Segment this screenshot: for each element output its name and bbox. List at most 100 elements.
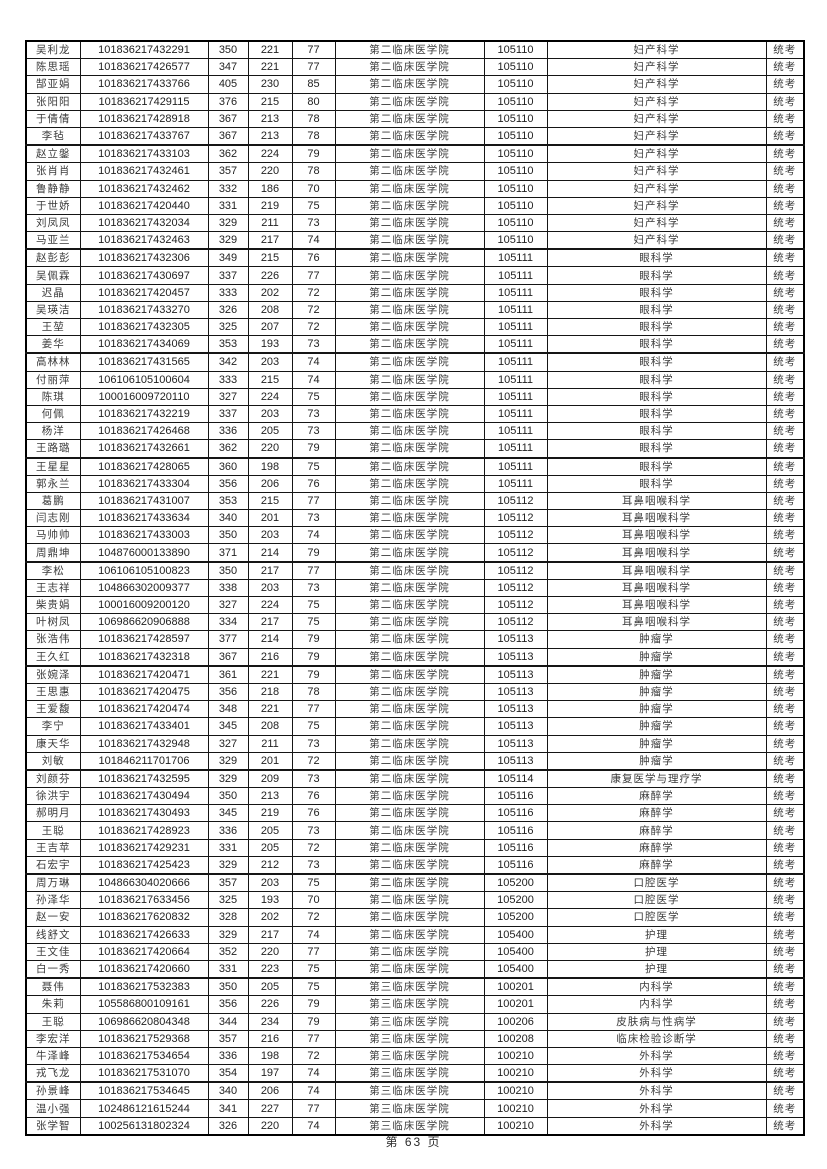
- table-row: 陈琪 100016009720110 327 224 75 第二临床医学院 105111 眼科…: [25, 387, 805, 406]
- table-cell: 105111: [483, 335, 548, 355]
- table-cell: 217: [247, 561, 293, 580]
- table-cell: 眼科学: [546, 300, 767, 320]
- table-row: 李毡 101836217433767 367 213 78 第二临床医学院 105110 妇产…: [25, 126, 805, 147]
- table-cell: 吴佩霖: [25, 266, 81, 285]
- table-cell: 105111: [483, 439, 548, 459]
- table-row: 康天华 101836217432948 327 211 73 第二临床医学院 105113 肿…: [25, 734, 805, 753]
- table-cell: 统考: [765, 231, 805, 251]
- table-cell: 第二临床医学院: [334, 92, 485, 111]
- table-cell: 105114: [483, 769, 548, 789]
- table-cell: 105116: [483, 855, 548, 875]
- table-row: 王久红 101836217432318 367 216 79 第二临床医学院 105113 肿…: [25, 647, 805, 667]
- table-cell: 329: [207, 231, 249, 251]
- table-cell: 215: [247, 92, 293, 111]
- table-cell: 100210: [483, 1046, 548, 1066]
- table-cell: 226: [247, 266, 293, 285]
- table-cell: 付丽萍: [25, 370, 81, 389]
- table-cell: 105113: [483, 717, 548, 736]
- table-cell: 356: [207, 995, 249, 1014]
- table-cell: 孙景峰: [25, 1081, 81, 1101]
- table-cell: 72: [291, 317, 336, 337]
- table-cell: 郭永兰: [25, 474, 81, 493]
- table-cell: 耳鼻咽喉科学: [546, 509, 767, 528]
- table-cell: 第三临床医学院: [334, 1029, 485, 1048]
- table-cell: 100206: [483, 1012, 548, 1031]
- table-cell: 统考: [765, 422, 805, 441]
- table-cell: 口腔医学: [546, 873, 767, 893]
- table-cell: 101836217432463: [79, 231, 209, 251]
- table-cell: 王久红: [25, 647, 81, 667]
- table-cell: 第二临床医学院: [334, 231, 485, 251]
- table-row: 张学智 100256131802324 326 220 74 第三临床医学院 100210 外…: [25, 1116, 805, 1136]
- table-cell: 72: [291, 300, 336, 320]
- table-cell: 第二临床医学院: [334, 595, 485, 615]
- table-cell: 柴贵娟: [25, 595, 81, 615]
- table-cell: 77: [291, 491, 336, 511]
- table-cell: 徐洪宇: [25, 787, 81, 806]
- table-cell: 第二临床医学院: [334, 613, 485, 632]
- table-cell: 215: [247, 370, 293, 389]
- table-row: 郝明月 101836217430493 345 219 76 第二临床医学院 105116 麻…: [25, 804, 805, 823]
- table-row: 温小强 102486121615244 341 227 77 第三临床医学院 100210 外…: [25, 1099, 805, 1118]
- table-row: 王志祥 104866302009377 338 203 73 第二临床医学院 105112 耳…: [25, 578, 805, 598]
- table-cell: 统考: [765, 595, 805, 615]
- table-cell: 朱莉: [25, 995, 81, 1014]
- table-cell: 统考: [765, 804, 805, 823]
- table-cell: 101836217433766: [79, 75, 209, 94]
- table-row: 鲁静静 101836217432462 332 186 70 第二临床医学院 105110 妇…: [25, 179, 805, 198]
- table-cell: 100016009720110: [79, 387, 209, 406]
- table-row: 张阳阳 101836217429115 376 215 80 第二临床医学院 105110 妇…: [25, 92, 805, 111]
- table-row: 牛泽峰 101836217534654 336 198 72 第三临床医学院 100210 外…: [25, 1046, 805, 1066]
- table-cell: 371: [207, 543, 249, 563]
- table-cell: 第二临床医学院: [334, 891, 485, 910]
- table-cell: 眼科学: [546, 283, 767, 302]
- table-cell: 214: [247, 543, 293, 563]
- table-cell: 72: [291, 283, 336, 302]
- table-cell: 101836217428923: [79, 821, 209, 840]
- table-cell: 统考: [765, 370, 805, 389]
- table-cell: 统考: [765, 1046, 805, 1066]
- table-cell: 336: [207, 1046, 249, 1066]
- table-cell: 统考: [765, 977, 805, 997]
- table-cell: 刘凤凤: [25, 213, 81, 233]
- table-row: 高林林 101836217431565 342 203 74 第二临床医学院 105111 眼…: [25, 352, 805, 372]
- table-cell: 高林林: [25, 352, 81, 372]
- table-cell: 221: [247, 58, 293, 77]
- table-cell: 第二临床医学院: [334, 439, 485, 459]
- table-cell: 统考: [765, 873, 805, 893]
- table-cell: 石宏宇: [25, 855, 81, 875]
- table-cell: 统考: [765, 734, 805, 753]
- table-row: 赵彭彭 101836217432306 349 215 76 第二临床医学院 105111 眼…: [25, 248, 805, 268]
- table-cell: 101836217430697: [79, 266, 209, 285]
- table-row: 周鼎坤 104876000133890 371 214 79 第二临床医学院 105112 耳…: [25, 543, 805, 563]
- table-cell: 101836217420660: [79, 959, 209, 980]
- table-cell: 统考: [765, 213, 805, 233]
- table-cell: 统考: [765, 891, 805, 910]
- table-cell: 第二临床医学院: [334, 509, 485, 528]
- table-cell: 105400: [483, 959, 548, 980]
- table-cell: 统考: [765, 682, 805, 702]
- table-cell: 第二临床医学院: [334, 855, 485, 875]
- table-cell: 206: [247, 1081, 293, 1101]
- table-cell: 统考: [765, 266, 805, 285]
- table-cell: 220: [247, 942, 293, 961]
- table-cell: 76: [291, 248, 336, 268]
- table-cell: 第二临床医学院: [334, 491, 485, 511]
- table-cell: 73: [291, 769, 336, 789]
- table-cell: 76: [291, 804, 336, 823]
- table-row: 何佩 101836217432219 337 203 73 第二临床医学院 105111 眼科…: [25, 404, 805, 424]
- table-cell: 统考: [765, 647, 805, 667]
- table-cell: 第二临床医学院: [334, 283, 485, 302]
- table-cell: 牛泽峰: [25, 1046, 81, 1066]
- table-row: 马亚兰 101836217432463 329 217 74 第二临床医学院 105110 妇…: [25, 231, 805, 251]
- table-cell: 203: [247, 352, 293, 372]
- table-row: 白一秀 101836217420660 331 223 75 第二临床医学院 105400 护…: [25, 959, 805, 980]
- table-cell: 第二临床医学院: [334, 404, 485, 424]
- table-row: 赵立鎜 101836217433103 362 224 79 第二临床医学院 105110 妇…: [25, 144, 805, 164]
- table-cell: 李松: [25, 561, 81, 580]
- table-cell: 第二临床医学院: [334, 457, 485, 476]
- table-cell: 陈琪: [25, 387, 81, 406]
- table-cell: 226: [247, 995, 293, 1014]
- table-cell: 陈思瑶: [25, 58, 81, 77]
- table-cell: 101836217420440: [79, 196, 209, 215]
